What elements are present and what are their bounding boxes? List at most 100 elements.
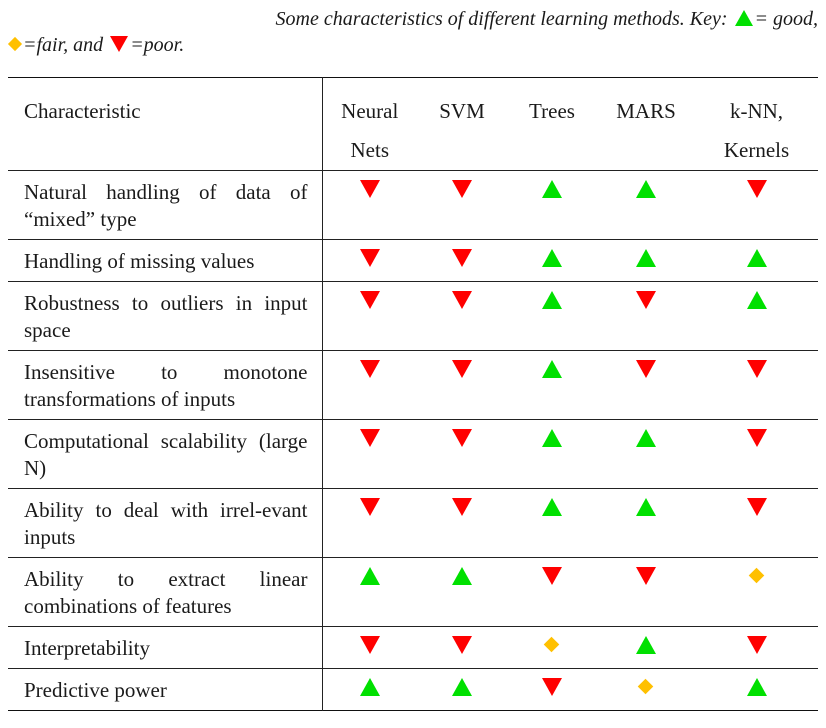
good-triangle-icon	[636, 180, 656, 198]
header-line1: k-NN,	[729, 99, 784, 123]
good-triangle-icon	[746, 249, 767, 267]
poor-triangle-icon	[452, 291, 472, 309]
good-triangle-icon	[636, 429, 656, 447]
rating-cell	[695, 281, 818, 351]
rating-cell	[322, 239, 417, 282]
poor-triangle-icon	[452, 249, 472, 267]
table-row: Ability to deal with irrel-evant inputs	[8, 488, 818, 558]
characteristic-label: Robustness to outliers in input space	[8, 281, 323, 351]
caption-line-1: Some characteristics of different learni…	[8, 6, 818, 32]
characteristic-label: Natural handling of data of “mixed” type	[8, 170, 323, 240]
rating-cell	[597, 281, 695, 351]
table-body: Natural handling of data of “mixed” type…	[8, 170, 818, 711]
table-row: Interpretability	[8, 626, 818, 669]
rating-cell	[417, 419, 507, 489]
poor-triangle-icon	[359, 249, 380, 267]
rating-cell	[507, 239, 597, 282]
table-row: Insensitive to monotone transformations …	[8, 350, 818, 420]
poor-triangle-icon	[452, 498, 472, 516]
poor-triangle-icon	[359, 180, 380, 198]
rating-cell	[507, 170, 597, 240]
header-line2: Nets	[350, 138, 390, 162]
rating-cell	[597, 170, 695, 240]
poor-triangle-icon	[636, 291, 656, 309]
rating-cell	[322, 170, 417, 240]
good-triangle-icon	[452, 678, 472, 696]
poor-triangle-icon	[452, 360, 472, 378]
rating-cell	[507, 281, 597, 351]
characteristic-label: Predictive power	[8, 668, 323, 711]
table-caption: Some characteristics of different learni…	[7, 6, 818, 58]
rating-cell	[597, 488, 695, 558]
poor-triangle-icon	[359, 291, 380, 309]
caption-fair-text: =fair, and	[23, 34, 109, 56]
characteristic-label: Interpretability	[8, 626, 323, 669]
header-characteristic: Characteristic	[8, 77, 323, 171]
rating-cell	[695, 170, 818, 240]
rating-cell	[322, 488, 417, 558]
header-trees: Trees	[507, 77, 597, 171]
good-triangle-icon	[542, 249, 562, 267]
table-row: Natural handling of data of “mixed” type	[8, 170, 818, 240]
good-triangle-icon	[452, 567, 472, 585]
header-svm: SVM	[417, 77, 507, 171]
rating-cell	[417, 239, 507, 282]
rating-cell	[417, 626, 507, 669]
rating-cell	[417, 669, 507, 711]
rating-cell	[695, 350, 818, 420]
poor-triangle-icon	[746, 180, 767, 198]
characteristic-label: Ability to deal with irrel-evant inputs	[8, 488, 323, 558]
rating-cell	[417, 488, 507, 558]
rating-cell	[322, 669, 417, 711]
caption-line-2: =fair, and =poor.	[7, 32, 818, 58]
poor-triangle-icon	[359, 360, 380, 378]
table-row: Computational scalability (large N)	[8, 419, 818, 489]
table-row: Predictive power	[8, 668, 818, 711]
header-line1: SVM	[439, 99, 485, 123]
rating-cell	[695, 419, 818, 489]
poor-triangle-icon	[452, 429, 472, 447]
good-triangle-icon	[542, 291, 562, 309]
good-triangle-icon	[542, 180, 562, 198]
fair-diamond-icon	[636, 678, 656, 696]
rating-cell	[695, 557, 818, 627]
poor-triangle-icon	[110, 36, 129, 52]
good-triangle-icon	[636, 249, 656, 267]
poor-triangle-icon	[359, 498, 380, 516]
header-knn-kernels: k-NN, Kernels	[695, 77, 818, 171]
header-line2: Kernels	[723, 138, 790, 162]
rating-cell	[417, 281, 507, 351]
rating-cell	[507, 488, 597, 558]
table-row: Ability to extract linear combinations o…	[8, 557, 818, 627]
rating-cell	[417, 557, 507, 627]
fair-diamond-icon	[7, 36, 23, 52]
good-triangle-icon	[734, 10, 753, 26]
rating-cell	[417, 350, 507, 420]
good-triangle-icon	[746, 678, 767, 696]
header-row: Characteristic Neural Nets SVM Trees MARS…	[8, 77, 818, 171]
characteristic-label: Ability to extract linear combinations o…	[8, 557, 323, 627]
rating-cell	[695, 669, 818, 711]
rating-cell	[322, 419, 417, 489]
rating-cell	[322, 626, 417, 669]
good-triangle-icon	[542, 360, 562, 378]
rating-cell	[507, 669, 597, 711]
poor-triangle-icon	[359, 636, 380, 654]
rating-cell	[695, 488, 818, 558]
good-triangle-icon	[746, 291, 767, 309]
table-row: Robustness to outliers in input space	[8, 281, 818, 351]
rating-cell	[597, 350, 695, 420]
caption-poor-text: =poor.	[130, 34, 185, 56]
rating-cell	[322, 557, 417, 627]
good-triangle-icon	[636, 636, 656, 654]
header-line1: MARS	[616, 99, 676, 123]
good-triangle-icon	[542, 498, 562, 516]
header-line1: Neural	[341, 99, 399, 123]
rating-cell	[507, 350, 597, 420]
header-mars: MARS	[597, 77, 695, 171]
good-triangle-icon	[359, 567, 380, 585]
header-line1: Trees	[529, 99, 575, 123]
rating-cell	[507, 626, 597, 669]
rating-cell	[597, 669, 695, 711]
poor-triangle-icon	[542, 567, 562, 585]
